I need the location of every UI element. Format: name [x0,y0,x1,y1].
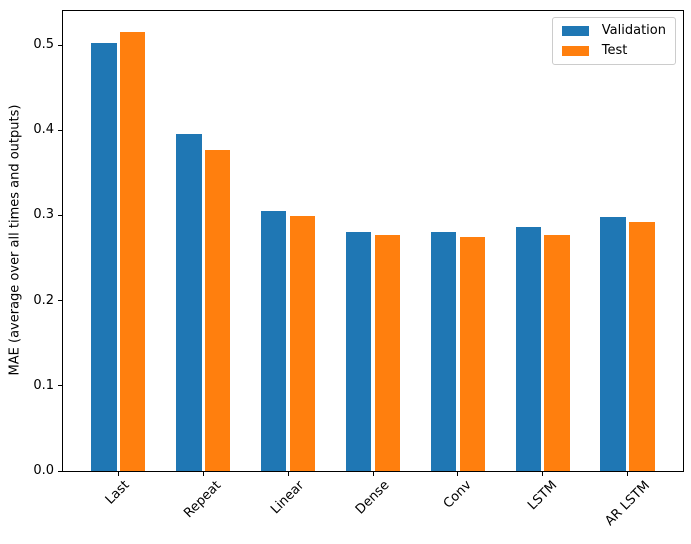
bar-validation-ar-lstm [600,217,626,471]
x-tick-label-last: Last [103,477,133,508]
y-tick-mark-0.0 [58,470,62,472]
legend-label-test: Test [601,43,628,58]
y-tick-label-0.4: 0.4 [33,122,54,138]
x-tick-label-linear: Linear [268,477,308,518]
legend-swatch-validation [561,26,589,36]
x-tick-mark-linear [287,472,289,476]
bar-test-dense [374,235,401,471]
y-tick-label-0.1: 0.1 [33,377,54,393]
y-tick-mark-0.1 [58,385,62,387]
x-tick-label-lstm: LSTM [524,478,560,514]
bar-test-lstm [544,235,570,471]
bar-test-last [120,31,146,471]
x-tick-label-dense: Dense [352,477,393,518]
x-tick-mark-repeat [202,472,204,476]
bar-test-linear [289,216,316,471]
bar-validation-linear [260,210,287,471]
bar-validation-last [91,42,117,471]
legend-label-validation: Validation [601,23,666,38]
y-tick-mark-0.5 [58,44,62,46]
x-tick-label-ar-lstm: AR LSTM [601,478,653,529]
y-axis-label: MAE (average over all times and outputs) [7,104,23,376]
bar-test-repeat [204,149,231,471]
x-tick-mark-conv [457,472,459,476]
y-tick-mark-0.2 [58,300,62,302]
bar-validation-repeat [176,133,202,471]
legend-item-validation: Validation [561,23,666,38]
bar-validation-dense [345,231,372,471]
bar-test-conv [459,237,486,471]
x-tick-label-repeat: Repeat [181,478,225,522]
legend-item-test: Test [561,43,666,58]
y-tick-label-0.3: 0.3 [33,207,54,223]
x-tick-mark-ar-lstm [627,472,629,476]
bar-test-ar-lstm [629,222,655,471]
legend: Validation Test [551,17,676,65]
x-tick-mark-lstm [542,472,544,476]
bar-validation-lstm [515,227,542,471]
y-tick-mark-0.4 [58,129,62,131]
legend-swatch-test [561,46,589,56]
x-tick-label-conv: Conv [440,477,475,512]
plot-area: Validation Test [62,10,684,472]
x-tick-mark-last [117,472,119,476]
bar-validation-conv [430,232,457,471]
y-tick-label-0.0: 0.0 [33,463,54,478]
y-tick-label-0.5: 0.5 [33,37,54,53]
x-tick-mark-dense [372,472,374,476]
y-tick-mark-0.3 [58,214,62,216]
y-tick-label-0.2: 0.2 [33,292,54,308]
